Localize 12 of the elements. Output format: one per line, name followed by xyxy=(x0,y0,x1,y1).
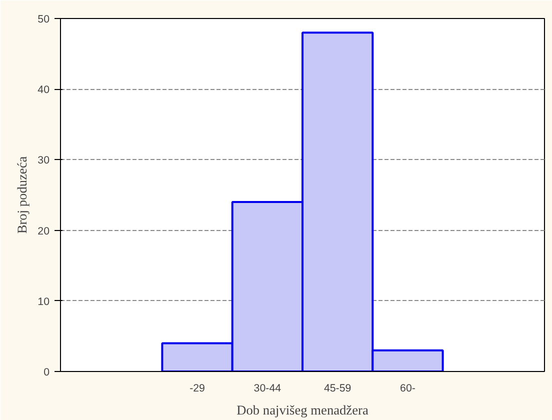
x-axis-title: Dob najvišeg menadžera xyxy=(236,402,368,418)
y-tick-label: 10 xyxy=(38,296,50,308)
x-tick-label: -29 xyxy=(190,382,206,394)
x-tick-label: 45-59 xyxy=(324,382,352,394)
y-tick-label: 30 xyxy=(38,154,50,167)
y-axis-title: Broj poduzeća xyxy=(14,156,30,234)
x-tick-label: 30-44 xyxy=(254,382,282,394)
y-tick-label: 0 xyxy=(44,366,50,378)
x-tick-label: 60- xyxy=(400,382,416,394)
y-tick-label: 20 xyxy=(38,225,50,238)
y-tick-label: 40 xyxy=(38,84,50,96)
y-tick-label: 50 xyxy=(38,14,50,26)
